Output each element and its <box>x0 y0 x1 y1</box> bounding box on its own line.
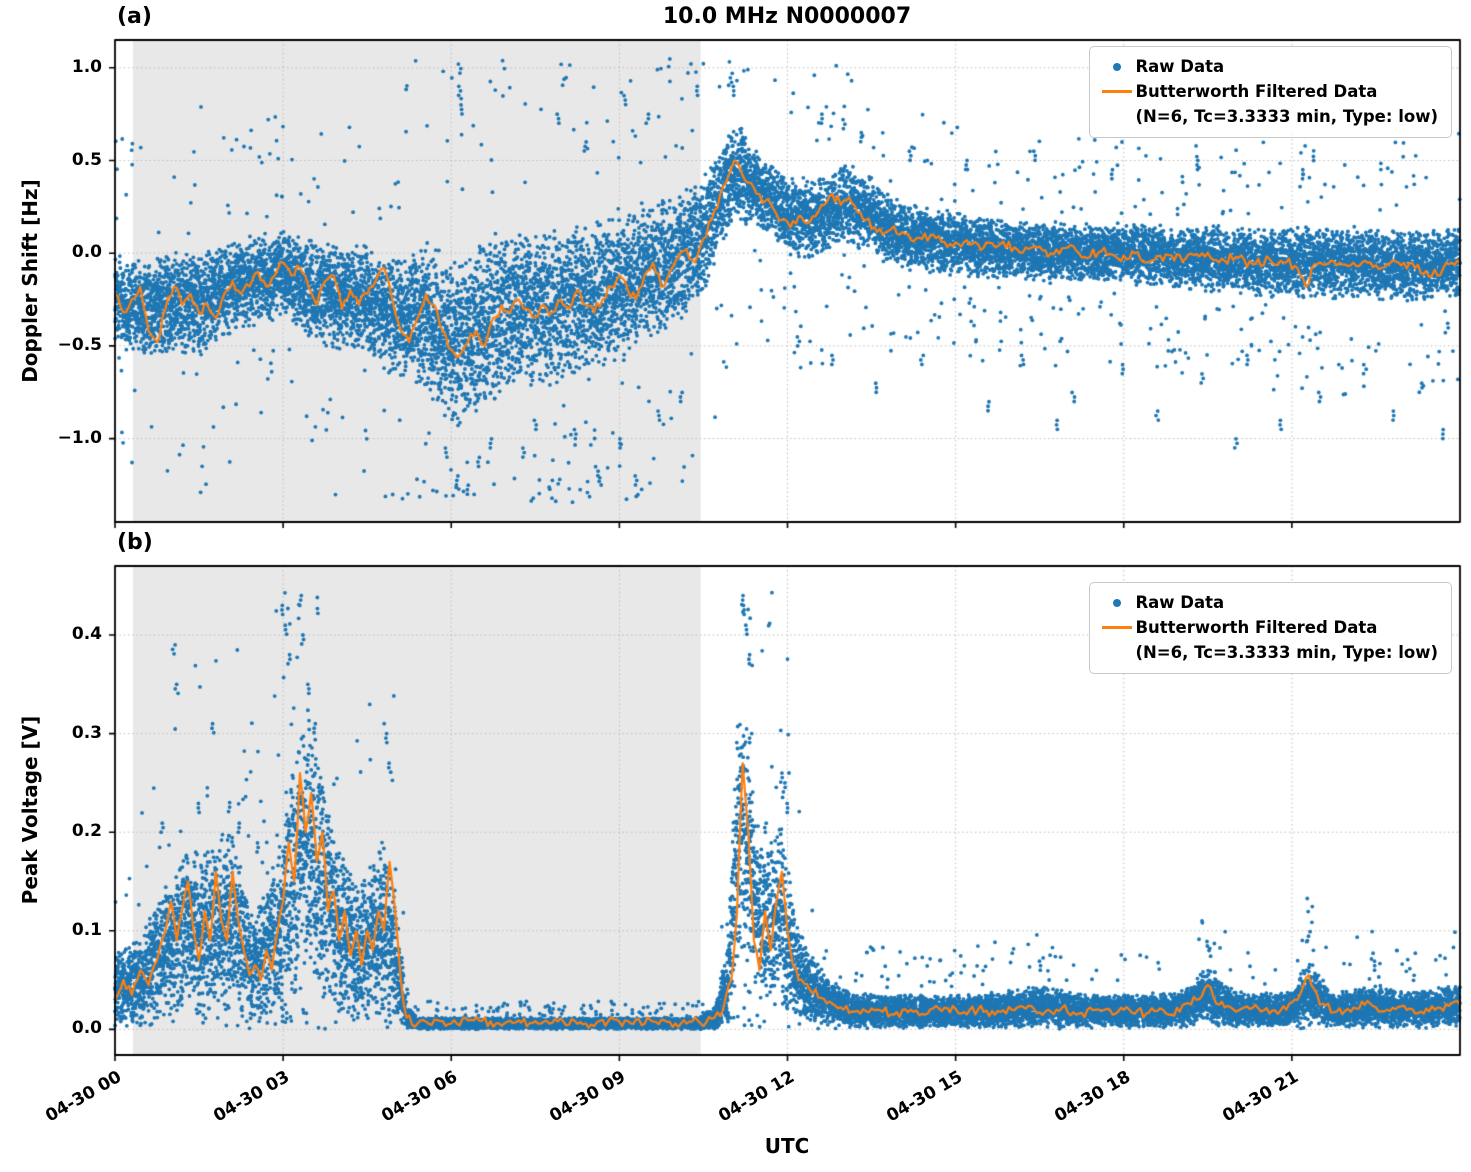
legend-filtered-params: (N=6, Tc=3.3333 min, Type: low) <box>1135 107 1438 126</box>
legend-panel-b: Raw Data Butterworth Filtered Data (N=6,… <box>1089 582 1452 674</box>
legend-entry-raw: Raw Data <box>1099 54 1438 79</box>
legend-entry-raw: Raw Data <box>1099 590 1438 615</box>
legend-entry-filtered: Butterworth Filtered Data <box>1099 615 1438 640</box>
legend-entry-filtered-params: (N=6, Tc=3.3333 min, Type: low) <box>1099 104 1438 129</box>
panel-a-label: (a) <box>117 4 152 29</box>
legend-filtered-label: Butterworth Filtered Data <box>1135 82 1378 101</box>
legend-entry-filtered-params: (N=6, Tc=3.3333 min, Type: low) <box>1099 640 1438 665</box>
legend-raw-label: Raw Data <box>1135 593 1225 612</box>
panel-a-ylabel: Doppler Shift [Hz] <box>18 179 42 383</box>
legend-filtered-params: (N=6, Tc=3.3333 min, Type: low) <box>1135 643 1438 662</box>
filtered-line-marker-icon <box>1099 626 1135 629</box>
panel-b-label: (b) <box>117 530 153 555</box>
raw-data-marker-icon <box>1099 598 1135 607</box>
chart-title: 10.0 MHz N0000007 <box>662 4 912 29</box>
filtered-line-marker-icon <box>1099 90 1135 93</box>
legend-entry-filtered: Butterworth Filtered Data <box>1099 79 1438 104</box>
legend-raw-label: Raw Data <box>1135 57 1225 76</box>
legend-filtered-label: Butterworth Filtered Data <box>1135 618 1378 637</box>
legend-panel-a: Raw Data Butterworth Filtered Data (N=6,… <box>1089 46 1452 138</box>
panel-b-ylabel: Peak Voltage [V] <box>18 715 42 905</box>
x-axis-label: UTC <box>764 1134 810 1158</box>
raw-data-marker-icon <box>1099 62 1135 71</box>
